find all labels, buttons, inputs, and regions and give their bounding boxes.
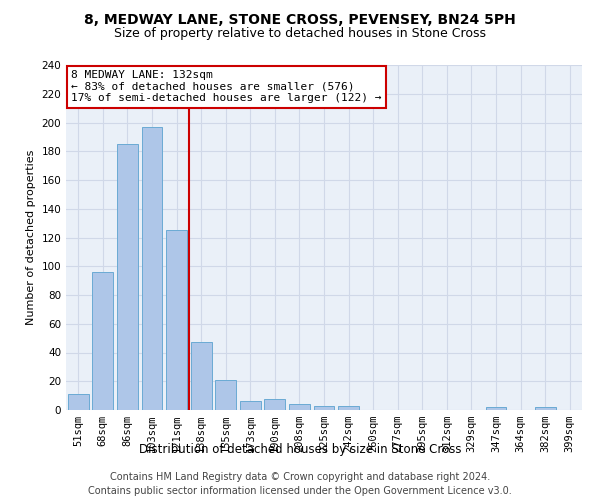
Bar: [68, 394, 89, 410]
Text: 8, MEDWAY LANE, STONE CROSS, PEVENSEY, BN24 5PH: 8, MEDWAY LANE, STONE CROSS, PEVENSEY, B…: [84, 12, 516, 26]
Bar: [215, 380, 236, 410]
Bar: [289, 404, 310, 410]
Bar: [240, 402, 261, 410]
Bar: [117, 144, 138, 410]
Bar: [485, 407, 506, 410]
Bar: [265, 398, 286, 410]
Bar: [314, 406, 334, 410]
Bar: [338, 406, 359, 410]
Text: Contains HM Land Registry data © Crown copyright and database right 2024.: Contains HM Land Registry data © Crown c…: [110, 472, 490, 482]
Text: Contains public sector information licensed under the Open Government Licence v3: Contains public sector information licen…: [88, 486, 512, 496]
Text: 8 MEDWAY LANE: 132sqm
← 83% of detached houses are smaller (576)
17% of semi-det: 8 MEDWAY LANE: 132sqm ← 83% of detached …: [71, 70, 382, 103]
Bar: [92, 272, 113, 410]
Text: Distribution of detached houses by size in Stone Cross: Distribution of detached houses by size …: [139, 442, 461, 456]
Bar: [166, 230, 187, 410]
Bar: [535, 407, 556, 410]
Bar: [191, 342, 212, 410]
Bar: [142, 127, 163, 410]
Y-axis label: Number of detached properties: Number of detached properties: [26, 150, 36, 325]
Text: Size of property relative to detached houses in Stone Cross: Size of property relative to detached ho…: [114, 28, 486, 40]
